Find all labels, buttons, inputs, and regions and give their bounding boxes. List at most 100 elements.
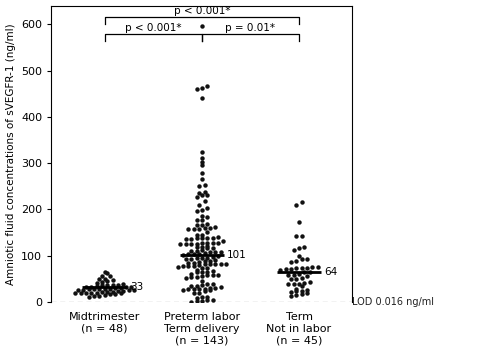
Point [198,95,206,101]
Point [187,283,195,289]
Point [211,249,219,255]
Point [200,189,208,195]
Point [206,287,214,293]
Point [192,245,200,250]
Point [98,283,106,288]
Point [184,264,192,269]
Point [112,285,120,291]
Point [300,244,308,250]
Point [198,269,206,275]
Point [195,251,203,257]
Point [290,272,298,278]
Point [192,299,200,304]
Point [80,287,88,292]
Point [116,285,124,290]
Point [292,276,300,282]
Point [211,224,219,230]
Point [295,281,303,287]
Point [203,221,211,227]
Point [108,282,116,287]
Point [192,269,200,275]
Point [192,217,200,223]
Point [292,288,300,293]
Point [124,287,132,293]
Point [214,272,222,278]
Point [200,261,208,267]
Point [195,259,203,264]
Text: p = 0.01*: p = 0.01* [226,23,276,33]
Point [300,280,308,286]
Point [82,290,90,296]
Point [219,238,227,244]
Point [179,264,187,269]
Point [114,282,122,287]
Point [100,276,108,282]
Point [200,199,208,204]
Point [96,286,104,292]
Point [208,272,216,278]
Point [198,236,206,241]
Point [295,245,303,251]
Point [98,273,106,279]
Point [106,291,114,297]
Point [306,279,314,285]
Point [187,299,195,305]
Point [108,277,116,283]
Point [90,286,98,292]
Point [298,200,306,205]
Point [292,266,300,271]
Point [211,261,219,267]
Point [100,286,108,292]
Text: 101: 101 [227,250,247,260]
Point [216,284,224,290]
Point [96,293,104,299]
Point [198,222,206,228]
Point [195,226,203,231]
Point [190,226,198,232]
Point [120,288,128,293]
Point [214,253,222,259]
Point [198,171,206,176]
Point [206,258,214,264]
Point [114,288,122,294]
Point [276,267,284,273]
Point [192,283,200,289]
Point [192,208,200,214]
Point [282,266,290,272]
Point [176,241,184,247]
Point [203,243,211,249]
Point [298,292,306,297]
Point [287,290,295,295]
Point [88,290,96,296]
Point [187,271,195,277]
Point [76,290,84,296]
Point [195,262,203,268]
Point [187,236,195,242]
Point [198,265,206,271]
Point [295,272,303,277]
Point [211,285,219,291]
Point [295,254,303,259]
Point [200,288,208,293]
Point [74,287,82,293]
Point [287,266,295,272]
Point [187,241,195,247]
Point [195,290,203,296]
Point [184,252,192,257]
Point [182,275,190,280]
Point [192,222,200,228]
Point [208,240,216,246]
Point [298,283,306,289]
Point [298,265,306,271]
Point [104,271,112,276]
Point [222,261,230,266]
Point [192,274,200,280]
Point [198,255,206,260]
Point [203,273,211,278]
Point [290,247,298,252]
Point [198,247,206,252]
Point [106,286,114,291]
Point [198,177,206,182]
Point [100,292,108,298]
Point [208,281,216,287]
